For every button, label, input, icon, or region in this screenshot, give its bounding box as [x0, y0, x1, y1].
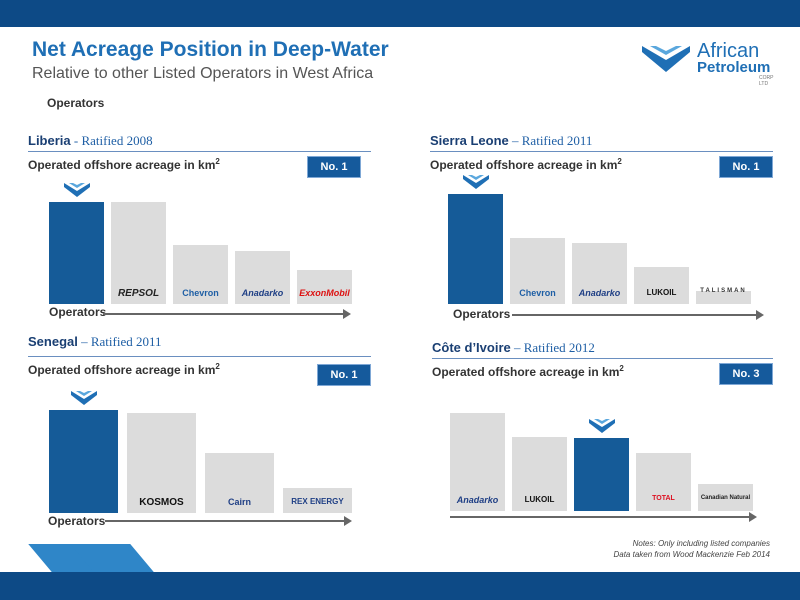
panel-ylabel: Operated offshore acreage in km2	[28, 157, 220, 172]
page-subtitle: Relative to other Listed Operators in We…	[32, 65, 374, 82]
ylabel-text: Operated offshore acreage in km	[28, 158, 216, 172]
operator-logo-label: LUKOIL	[524, 495, 555, 504]
operators-heading: Operators	[47, 96, 105, 110]
panel-divider	[430, 151, 773, 152]
bar-exxonmobil	[297, 270, 352, 304]
bar-kosmos	[127, 413, 196, 513]
x-axis-label: Operators	[48, 514, 106, 528]
bar-anadarko	[572, 243, 627, 304]
notes-line-2: Data taken from Wood Mackenzie Feb 2014	[613, 550, 770, 559]
operator-logo-label: Cairn	[227, 497, 251, 507]
ylabel-text: Operated offshore acreage in km	[28, 363, 216, 377]
top-banner	[0, 0, 800, 27]
operator-logo-label: ExxonMobil	[299, 288, 350, 298]
notes: Notes: Only including listed companies D…	[560, 538, 770, 560]
panel-ylabel: Operated offshore acreage in km2	[430, 157, 622, 172]
page-title: Net Acreage Position in Deep-Water	[32, 38, 389, 61]
bar-repsol	[111, 202, 166, 304]
chart-panel-senegal: Senegal – Ratified 2011 Operated offshor…	[28, 334, 373, 534]
bar-total	[636, 453, 691, 511]
panel-country: Liberia	[28, 133, 71, 148]
panel-divider	[28, 356, 371, 357]
panel-heading: Côte d’Ivoire – Ratified 2012	[432, 340, 595, 356]
bar-anadarko	[235, 251, 290, 304]
bar-african-petroleum	[49, 410, 118, 513]
operator-logo-label: Canadian Natural	[700, 495, 751, 501]
bar-african-petroleum	[49, 202, 104, 304]
x-axis-arrow	[512, 310, 764, 320]
operator-logo-label: TALISMAN	[700, 288, 747, 294]
bar-rex-energy	[283, 488, 352, 513]
x-axis-label: Operators	[49, 305, 107, 319]
ylabel-text: Operated offshore acreage in km	[432, 365, 620, 379]
operator-logo-label: Anadarko	[241, 288, 284, 298]
rank-badge: No. 3	[719, 363, 773, 385]
panel-ratified: – Ratified 2011	[508, 133, 593, 148]
panel-divider	[432, 358, 773, 359]
panel-ratified: - Ratified 2008	[70, 133, 153, 148]
bar-canadian-natural	[698, 484, 753, 511]
panel-ratified: – Ratified 2011	[77, 334, 162, 349]
bar-chevron	[173, 245, 228, 304]
bottom-banner	[0, 572, 800, 600]
chart-panel-liberia: Liberia - Ratified 2008 Operated offshor…	[28, 133, 373, 323]
operator-logo-label: LUKOIL	[646, 288, 677, 297]
african-petroleum-marker-icon	[70, 391, 97, 405]
x-axis-arrow	[450, 512, 757, 522]
operator-logo-label: Anadarko	[578, 288, 621, 298]
panel-heading: Sierra Leone – Ratified 2011	[430, 133, 592, 149]
panel-country: Senegal	[28, 334, 78, 349]
company-logo: African Petroleum CORP LTD	[640, 40, 780, 87]
logo-text-petroleum: Petroleum	[697, 59, 771, 76]
x-axis-label: Operators	[453, 307, 511, 321]
rank-badge: No. 1	[307, 156, 361, 178]
rank-badge: No. 1	[719, 156, 773, 178]
bar-talisman	[696, 291, 751, 304]
chevron-logo-icon	[642, 46, 690, 72]
x-axis-arrow	[105, 516, 352, 526]
operator-logo-label: Chevron	[182, 288, 219, 298]
bar-anadarko	[450, 413, 505, 511]
bar-african-petroleum	[574, 438, 629, 511]
african-petroleum-marker-icon	[588, 419, 615, 433]
notes-line-1: Notes: Only including listed companies	[632, 539, 770, 548]
ylabel-text: Operated offshore acreage in km	[430, 158, 618, 172]
african-petroleum-marker-icon	[63, 183, 90, 197]
rank-badge: No. 1	[317, 364, 371, 386]
logo-text-corp: CORP LTD	[759, 75, 774, 87]
operator-logo-label: TOTAL	[652, 495, 675, 502]
chart-panel-sierra-leone: Sierra Leone – Ratified 2011 Operated of…	[430, 133, 775, 323]
panel-ylabel: Operated offshore acreage in km2	[28, 362, 220, 377]
panel-heading: Liberia - Ratified 2008	[28, 133, 153, 149]
operator-logo-label: Chevron	[519, 288, 556, 298]
operator-logo-label: KOSMOS	[139, 497, 184, 508]
panel-ratified: – Ratified 2012	[510, 340, 595, 355]
operator-logo-label: REPSOL	[117, 288, 160, 299]
panel-country: Côte d’Ivoire	[432, 340, 511, 355]
bar-cairn	[205, 453, 274, 513]
bar-lukoil	[512, 437, 567, 511]
bar-chevron	[510, 238, 565, 304]
panel-divider	[28, 151, 371, 152]
panel-country: Sierra Leone	[430, 133, 509, 148]
operator-logo-label: Anadarko	[456, 495, 499, 505]
panel-heading: Senegal – Ratified 2011	[28, 334, 162, 350]
logo-text-african: African	[697, 40, 760, 62]
x-axis-arrow	[103, 309, 351, 319]
african-petroleum-marker-icon	[462, 175, 489, 189]
operator-logo-label: REX ENERGY	[291, 497, 344, 506]
panel-ylabel: Operated offshore acreage in km2	[432, 364, 624, 379]
bar-lukoil	[634, 267, 689, 304]
bar-african-petroleum	[448, 194, 503, 304]
chart-panel-cote-divoire: Côte d’Ivoire – Ratified 2012 Operated o…	[432, 340, 777, 536]
